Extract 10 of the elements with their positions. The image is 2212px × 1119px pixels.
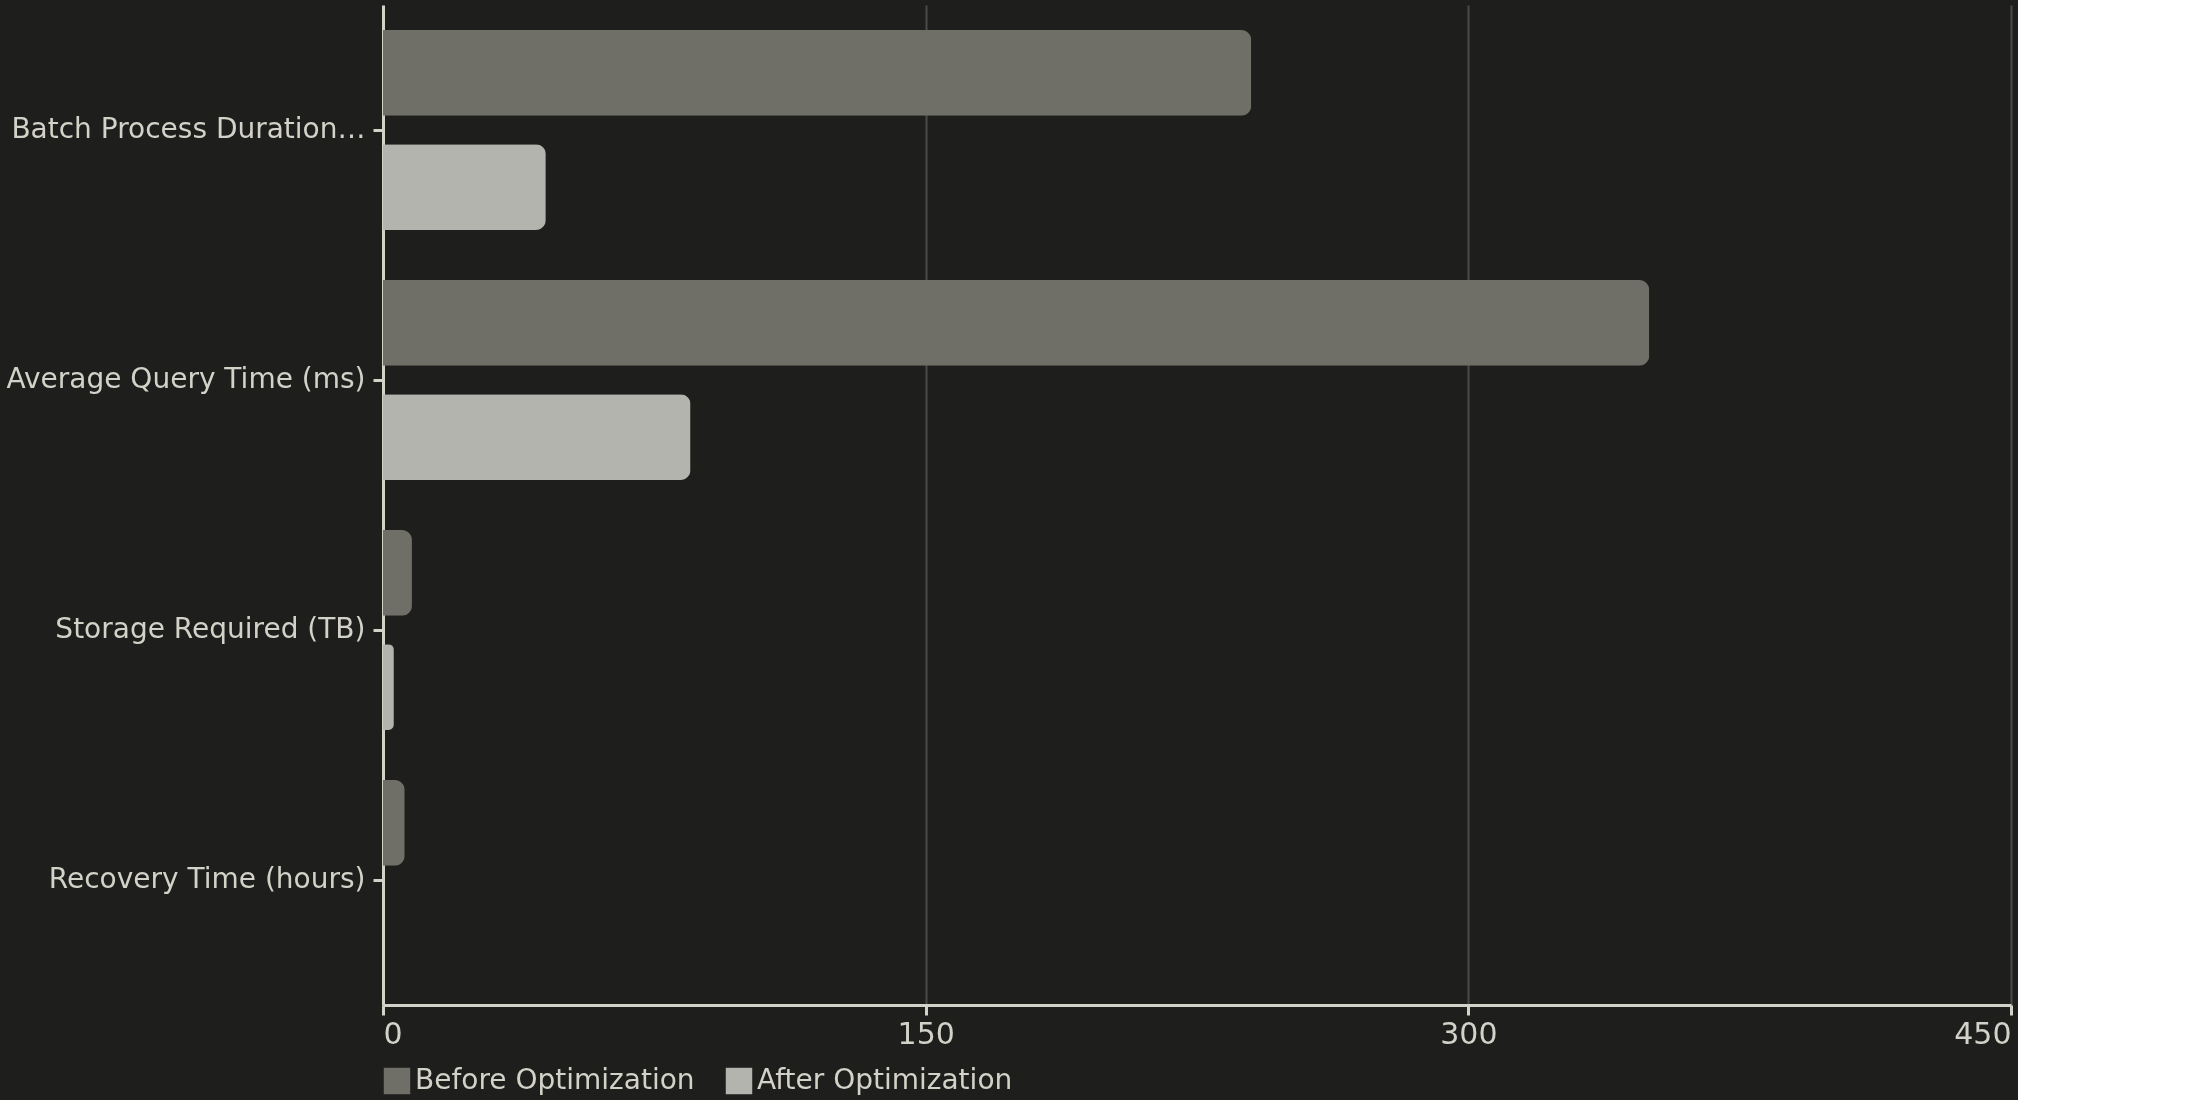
x-tick-label: 150 [897, 1015, 955, 1051]
y-tick-label: Batch Process Duration… [11, 112, 366, 145]
legend-label: After Optimization [757, 1063, 1013, 1096]
legend-label: Before Optimization [415, 1063, 695, 1096]
x-tick-label: 0 [383, 1015, 403, 1051]
y-tick-label: Recovery Time (hours) [48, 862, 366, 895]
x-tick-label: 300 [1440, 1015, 1498, 1051]
y-tick-label: Average Query Time (ms) [6, 362, 366, 395]
x-tick-label: 450 [1954, 1015, 2012, 1051]
y-tick-label: Storage Required (TB) [55, 612, 366, 645]
